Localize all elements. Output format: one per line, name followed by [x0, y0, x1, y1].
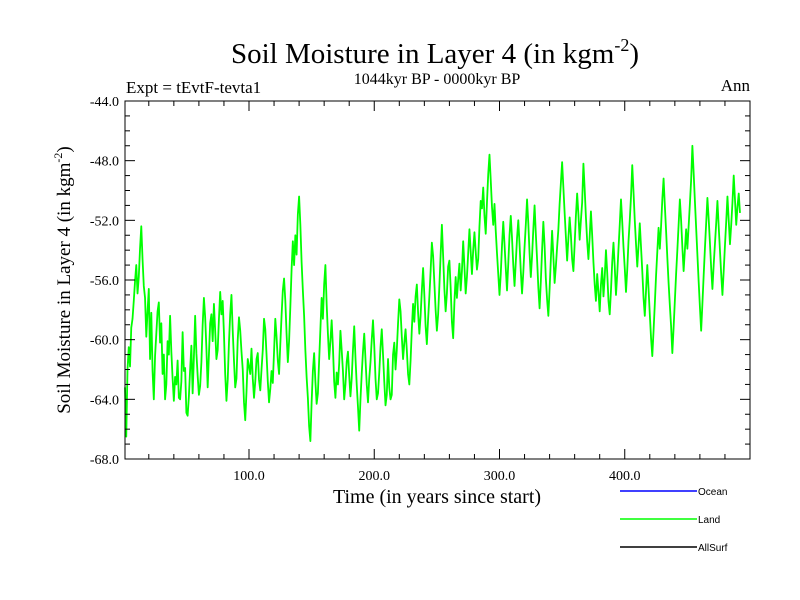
- legend-label-land: Land: [698, 515, 720, 526]
- x-tick-label: 300.0: [484, 469, 516, 484]
- y-tick-label: -48.0: [90, 155, 119, 170]
- y-axis-label-sup: -2: [51, 153, 65, 163]
- ticks-layer: -44.0 -48.0 -52.0 -56.0 -60.0 -64.0 -68.0 100.0…: [90, 95, 750, 484]
- x-tick-label: 200.0: [358, 469, 390, 484]
- legend: Ocean Land AllSurf: [620, 487, 728, 554]
- y-tick-label: -56.0: [90, 274, 119, 289]
- x-tick-label: 400.0: [609, 469, 641, 484]
- y-axis-label: Soil Moisture in Layer 4 (in kgm-2): [51, 146, 75, 414]
- y-tick-label: -64.0: [90, 393, 119, 408]
- x-tick-label: 100.0: [233, 469, 265, 484]
- experiment-label: Expt = tEvtF-tevta1: [126, 78, 261, 97]
- svg-text:Soil Moisture in Layer 4 (in k: Soil Moisture in Layer 4 (in kgm-2): [51, 146, 75, 414]
- y-tick-label: -60.0: [90, 334, 119, 349]
- legend-label-allsurf: AllSurf: [698, 543, 728, 554]
- chart-title-close: ): [629, 38, 639, 70]
- chart-title-sup: -2: [614, 35, 629, 55]
- y-tick-label: -68.0: [90, 453, 119, 468]
- period-label: 1044kyr BP - 0000kyr BP: [354, 71, 521, 88]
- chart-title-main: Soil Moisture in Layer 4 (in kgm: [231, 38, 615, 70]
- series-layer: [124, 144, 741, 442]
- legend-label-ocean: Ocean: [698, 487, 727, 498]
- y-axis-label-main: Soil Moisture in Layer 4 (in kgm: [54, 162, 75, 413]
- series-line-land: [124, 144, 741, 442]
- chart-title: Soil Moisture in Layer 4 (in kgm-2): [231, 35, 639, 70]
- y-axis-label-close: ): [54, 146, 75, 152]
- y-tick-label: -52.0: [90, 214, 119, 229]
- season-label: Ann: [721, 76, 751, 95]
- y-tick-label: -44.0: [90, 95, 119, 110]
- x-axis-label: Time (in years since start): [333, 486, 541, 508]
